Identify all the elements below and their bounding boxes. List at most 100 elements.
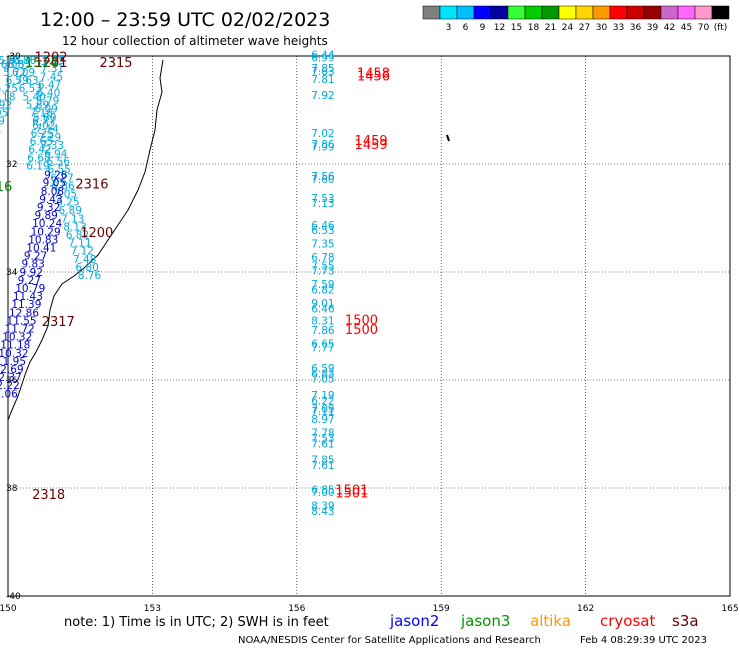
wave-height-value: 7.63 [311,66,334,78]
legend-swatch [439,5,458,20]
legend-label: 42 [664,23,675,33]
legend-label: 21 [545,23,556,33]
legend-swatch [694,5,713,20]
footer-timestamp: Feb 4 08:29:39 UTC 2023 [580,635,707,646]
wave-height-value: 9.27 [18,275,41,287]
pass-time-label: 1202 [34,50,67,65]
x-tick-label: 159 [433,604,450,614]
axis-ticks: 150 153 156 159 162 165 -30 32 34 36 38 -40 [0,52,739,614]
wave-height-value: 7.86 [311,325,335,337]
wave-height-value: 5.72 [3,67,26,79]
wave-height-value: 6.55 [8,59,31,71]
wave-height-value: 6.40 [37,88,60,100]
wave-height-value: 10.79 [15,283,45,295]
wave-height-value: 7.85 [311,63,334,75]
pass-time-label: 2316 [75,177,108,192]
label-jason3: jason3 [460,612,510,630]
wave-height-value: 7.13 [61,213,84,225]
pass-time-label: 1500 [345,313,378,328]
wave-height-value: 7.09 [311,403,334,415]
wave-height-value: 8.08 [41,186,64,198]
wave-height-value: 9.92 [20,267,43,279]
wave-height-value: 9.01 [0,124,2,136]
x-tick-label: 150 [0,604,17,614]
wave-height-value: 6.08 [1,59,24,71]
wave-height-value: 6.19 [26,160,49,172]
wave-height-value: 6.09 [12,67,35,79]
pass-time-label: 1458 [357,67,390,82]
wave-height-value: 5.80 [33,112,56,124]
legend-swatch [490,5,509,20]
y-tick-label: 32 [6,160,17,170]
legend-swatch [643,5,662,20]
wave-height-value: 11.72 [5,323,35,335]
legend-swatch [456,5,475,20]
page-title: 12:00 – 23:59 UTC 02/02/2023 [40,9,330,31]
wave-height-value: 7.53 [311,193,334,205]
wave-height-value: 8.76 [78,270,102,282]
wave-height-value: 7.18 [0,91,16,103]
wave-height-value: 6.89 [59,205,82,217]
wave-height-value: 7.73 [311,266,334,278]
pass-time-label: 1501 [335,483,368,498]
y-tick-label: 34 [6,268,18,278]
label-altika: altika [530,612,571,630]
wave-height-value: 9.83 [21,259,44,271]
wave-height-value: 7.18 [30,107,53,119]
legend-swatch [711,5,730,20]
wave-height-value: 7.11 [68,238,91,250]
pass-time-label: 1456 [357,69,390,84]
wave-height-value: 7.92 [311,90,334,102]
plot-frame [7,55,731,597]
wave-height-value: 7.00 [311,487,334,499]
label-cryosat: cryosat [600,612,655,630]
pass-time-label: 1200 [80,226,113,241]
wave-height-value: 7.13 [311,198,334,210]
legend-swatch [592,5,611,20]
color-legend: 3 6 9 12 15 18 21 24 27 30 33 36 39 42 45 70 (ft) [422,5,730,33]
wave-height-value: 7.19 [311,390,334,402]
wave-height-value: 6.77 [32,116,55,128]
wave-height-value: 7.77 [311,342,334,354]
wave-height-value: 10.24 [32,218,62,230]
legend-swatch [575,5,594,20]
wave-height-value: 6.25 [56,197,79,209]
wave-height-value: 9.32 [37,202,60,214]
wave-height-value: 6.79 [6,75,29,87]
legend-swatch [677,5,696,20]
wave-height-value: 6.53 [19,83,42,95]
wave-height-value: 7.92 [0,99,12,111]
wave-height-value: 5.63 [15,75,38,87]
legend-label: 15 [511,23,522,33]
wave-height-value: 6.82 [311,285,334,297]
legend-swatch [609,5,628,20]
wave-height-value: 11.43 [13,291,43,303]
legend-label: 30 [596,23,608,33]
wave-height-value: 7.86 [311,139,335,151]
track-points: 5.616.085.726.796.257.187.928.057.999.01… [0,50,335,518]
wave-height-value: 12.69 [0,364,24,376]
wave-height-value: 7.55 [311,260,334,272]
legend-label: 45 [681,23,692,33]
wave-height-value: 7.99 [0,116,5,128]
wave-height-value: 7.60 [311,174,334,186]
pass-time-label: 1500 [345,323,378,338]
wave-height-value: 5.61 [0,55,22,67]
wave-height-value: 6.53 [311,225,334,237]
wave-height-value: 6.68 [27,152,50,164]
wave-height-value: 10.41 [26,242,56,254]
y-tick-label: -40 [6,592,21,602]
wave-height-value: 7.35 [311,239,334,251]
legend-label: 12 [494,23,505,33]
wave-height-value: 7.85 [311,455,334,467]
legend-swatch [558,5,577,20]
wave-height-value: 6.65 [311,339,334,351]
wave-height-value: 6.46 [311,304,335,316]
wave-height-value: 7.29 [38,132,61,144]
x-tick-label: 153 [144,604,161,614]
wave-height-value: 10.32 [2,332,32,344]
label-jason2: jason2 [389,612,439,630]
wave-height-value: 6.22 [311,395,334,407]
wave-height-value: 6.78 [311,252,334,264]
